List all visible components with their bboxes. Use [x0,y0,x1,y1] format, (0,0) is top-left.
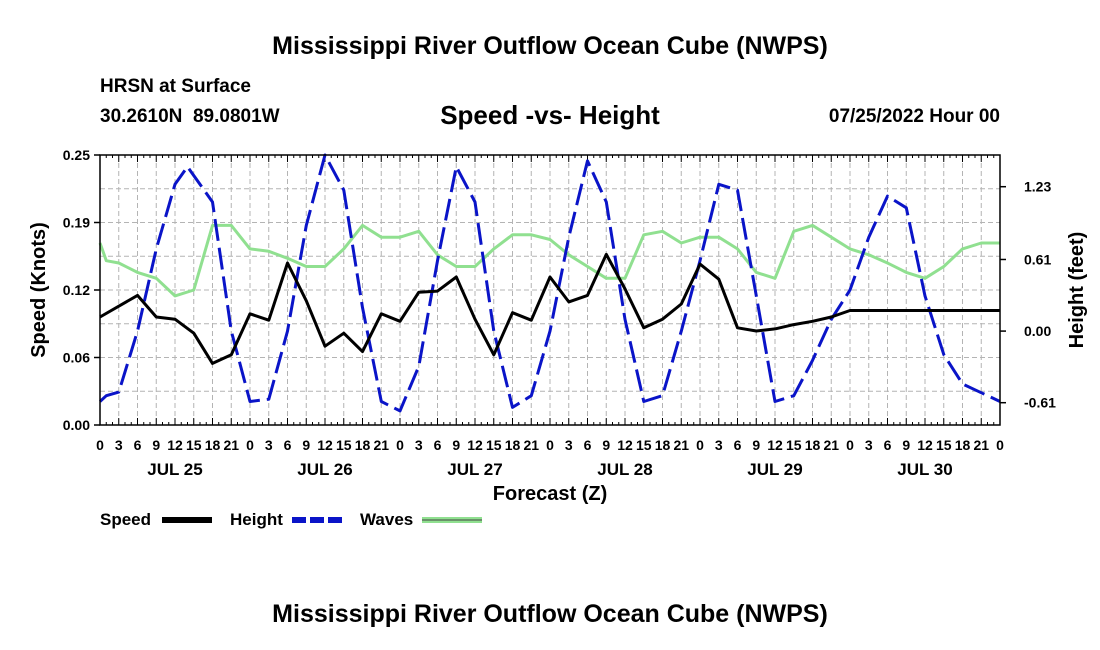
x-tick-label: 0 [396,437,404,453]
y-tick-label: 0.00 [63,417,90,433]
speed-height-chart: 0 3 6 9 12 15 18 21 0 3 6 9 12 15 18 21 0 3 6 9 12 15 18 21 0 3 6 9… [28,147,1088,529]
day-label: JUL 25 [147,460,202,479]
x-tick-label: 15 [636,437,652,453]
x-axis-label: Forecast (Z) [493,483,607,505]
x-tick-label: 15 [186,437,202,453]
x-tick-label: 15 [936,437,952,453]
x-tick-label: 6 [884,437,892,453]
x-tick-label: 3 [415,437,423,453]
x-tick-label: 21 [823,437,839,453]
x-tick-label: 18 [205,437,221,453]
axis-ticks [94,154,1006,426]
x-tick-label: 9 [602,437,610,453]
y-tick-label: 0.19 [63,215,90,231]
day-label: JUL 26 [297,460,352,479]
x-tick-label: 12 [617,437,633,453]
x-tick-label: 0 [246,437,254,453]
x-tick-label: 15 [486,437,502,453]
y-tick-label: 0.25 [63,147,90,163]
x-tick-label: 21 [223,437,239,453]
x-tick-label: 15 [786,437,802,453]
legend-label-waves: Waves [360,510,413,529]
y2-axis-label: Height (feet) [1066,232,1088,349]
legend-label-speed: Speed [100,510,151,529]
x-tick-label: 12 [467,437,483,453]
plot-frame [99,154,1001,426]
x-tick-label: 9 [752,437,760,453]
x-tick-label: 18 [955,437,971,453]
y2-tick-label: 1.23 [1024,179,1051,195]
issued-datetime: 07/25/2022 Hour 00 [828,106,1000,127]
coordinates-label: 30.2610N 89.0801W [100,106,280,127]
x-tick-label: 9 [902,437,910,453]
x-tick-label: 3 [115,437,123,453]
x-tick-label: 3 [565,437,573,453]
x-tick-label: 18 [655,437,671,453]
x-tick-label: 3 [865,437,873,453]
x-tick-label: 0 [996,437,1004,453]
legend-label-height: Height [230,510,283,529]
y2-tick-label: 0.00 [1024,323,1051,339]
series-line-waves [98,223,1000,298]
x-tick-label: 6 [284,437,292,453]
x-tick-label: 9 [452,437,460,453]
series-line-speed [99,252,1000,365]
x-tick-label: 6 [134,437,142,453]
x-tick-label: 6 [584,437,592,453]
day-label: JUL 28 [597,460,652,479]
day-label: JUL 29 [747,460,802,479]
station-label: HRSN at Surface [100,76,251,97]
page-title: Mississippi River Outflow Ocean Cube (NW… [272,32,828,60]
y2-tick-label: 0.61 [1024,251,1051,267]
x-tick-label: 18 [505,437,521,453]
x-tick-label: 6 [734,437,742,453]
x-tick-label: 21 [523,437,539,453]
series-group [98,153,1001,413]
day-label: JUL 27 [447,460,502,479]
x-tick-label: 0 [96,437,104,453]
x-tick-label: 12 [767,437,783,453]
x-tick-label: 3 [715,437,723,453]
legend: Speed Height Waves [100,510,482,529]
x-tick-label: 12 [167,437,183,453]
chart-title: Speed -vs- Height [440,100,660,130]
series-line-height [98,153,1001,413]
x-tick-label: 12 [317,437,333,453]
grid-lines [100,155,1000,425]
x-tick-label: 12 [917,437,933,453]
x-tick-label: 6 [434,437,442,453]
second-page-title: Mississippi River Outflow Ocean Cube (NW… [272,600,828,628]
x-tick-label: 21 [973,437,989,453]
x-tick-label: 15 [336,437,352,453]
y-axis-label: Speed (Knots) [28,222,50,358]
y-tick-label: 0.06 [63,350,90,366]
x-tick-label: 21 [673,437,689,453]
x-tick-label: 9 [302,437,310,453]
x-tick-label: 3 [265,437,273,453]
x-tick-label: 9 [152,437,160,453]
x-tick-label: 18 [805,437,821,453]
x-tick-label: 0 [846,437,854,453]
x-tick-label: 0 [546,437,554,453]
y-tick-label: 0.12 [63,282,90,298]
x-tick-label: 21 [373,437,389,453]
tick-labels: 0 3 6 9 12 15 18 21 0 3 6 9 12 15 18 21 0 3 6 9 12 15 18 21 0 3 6 9… [63,147,1056,479]
y2-tick-label: -0.61 [1024,395,1056,411]
x-tick-label: 18 [355,437,371,453]
x-tick-label: 0 [696,437,704,453]
day-label: JUL 30 [897,460,952,479]
